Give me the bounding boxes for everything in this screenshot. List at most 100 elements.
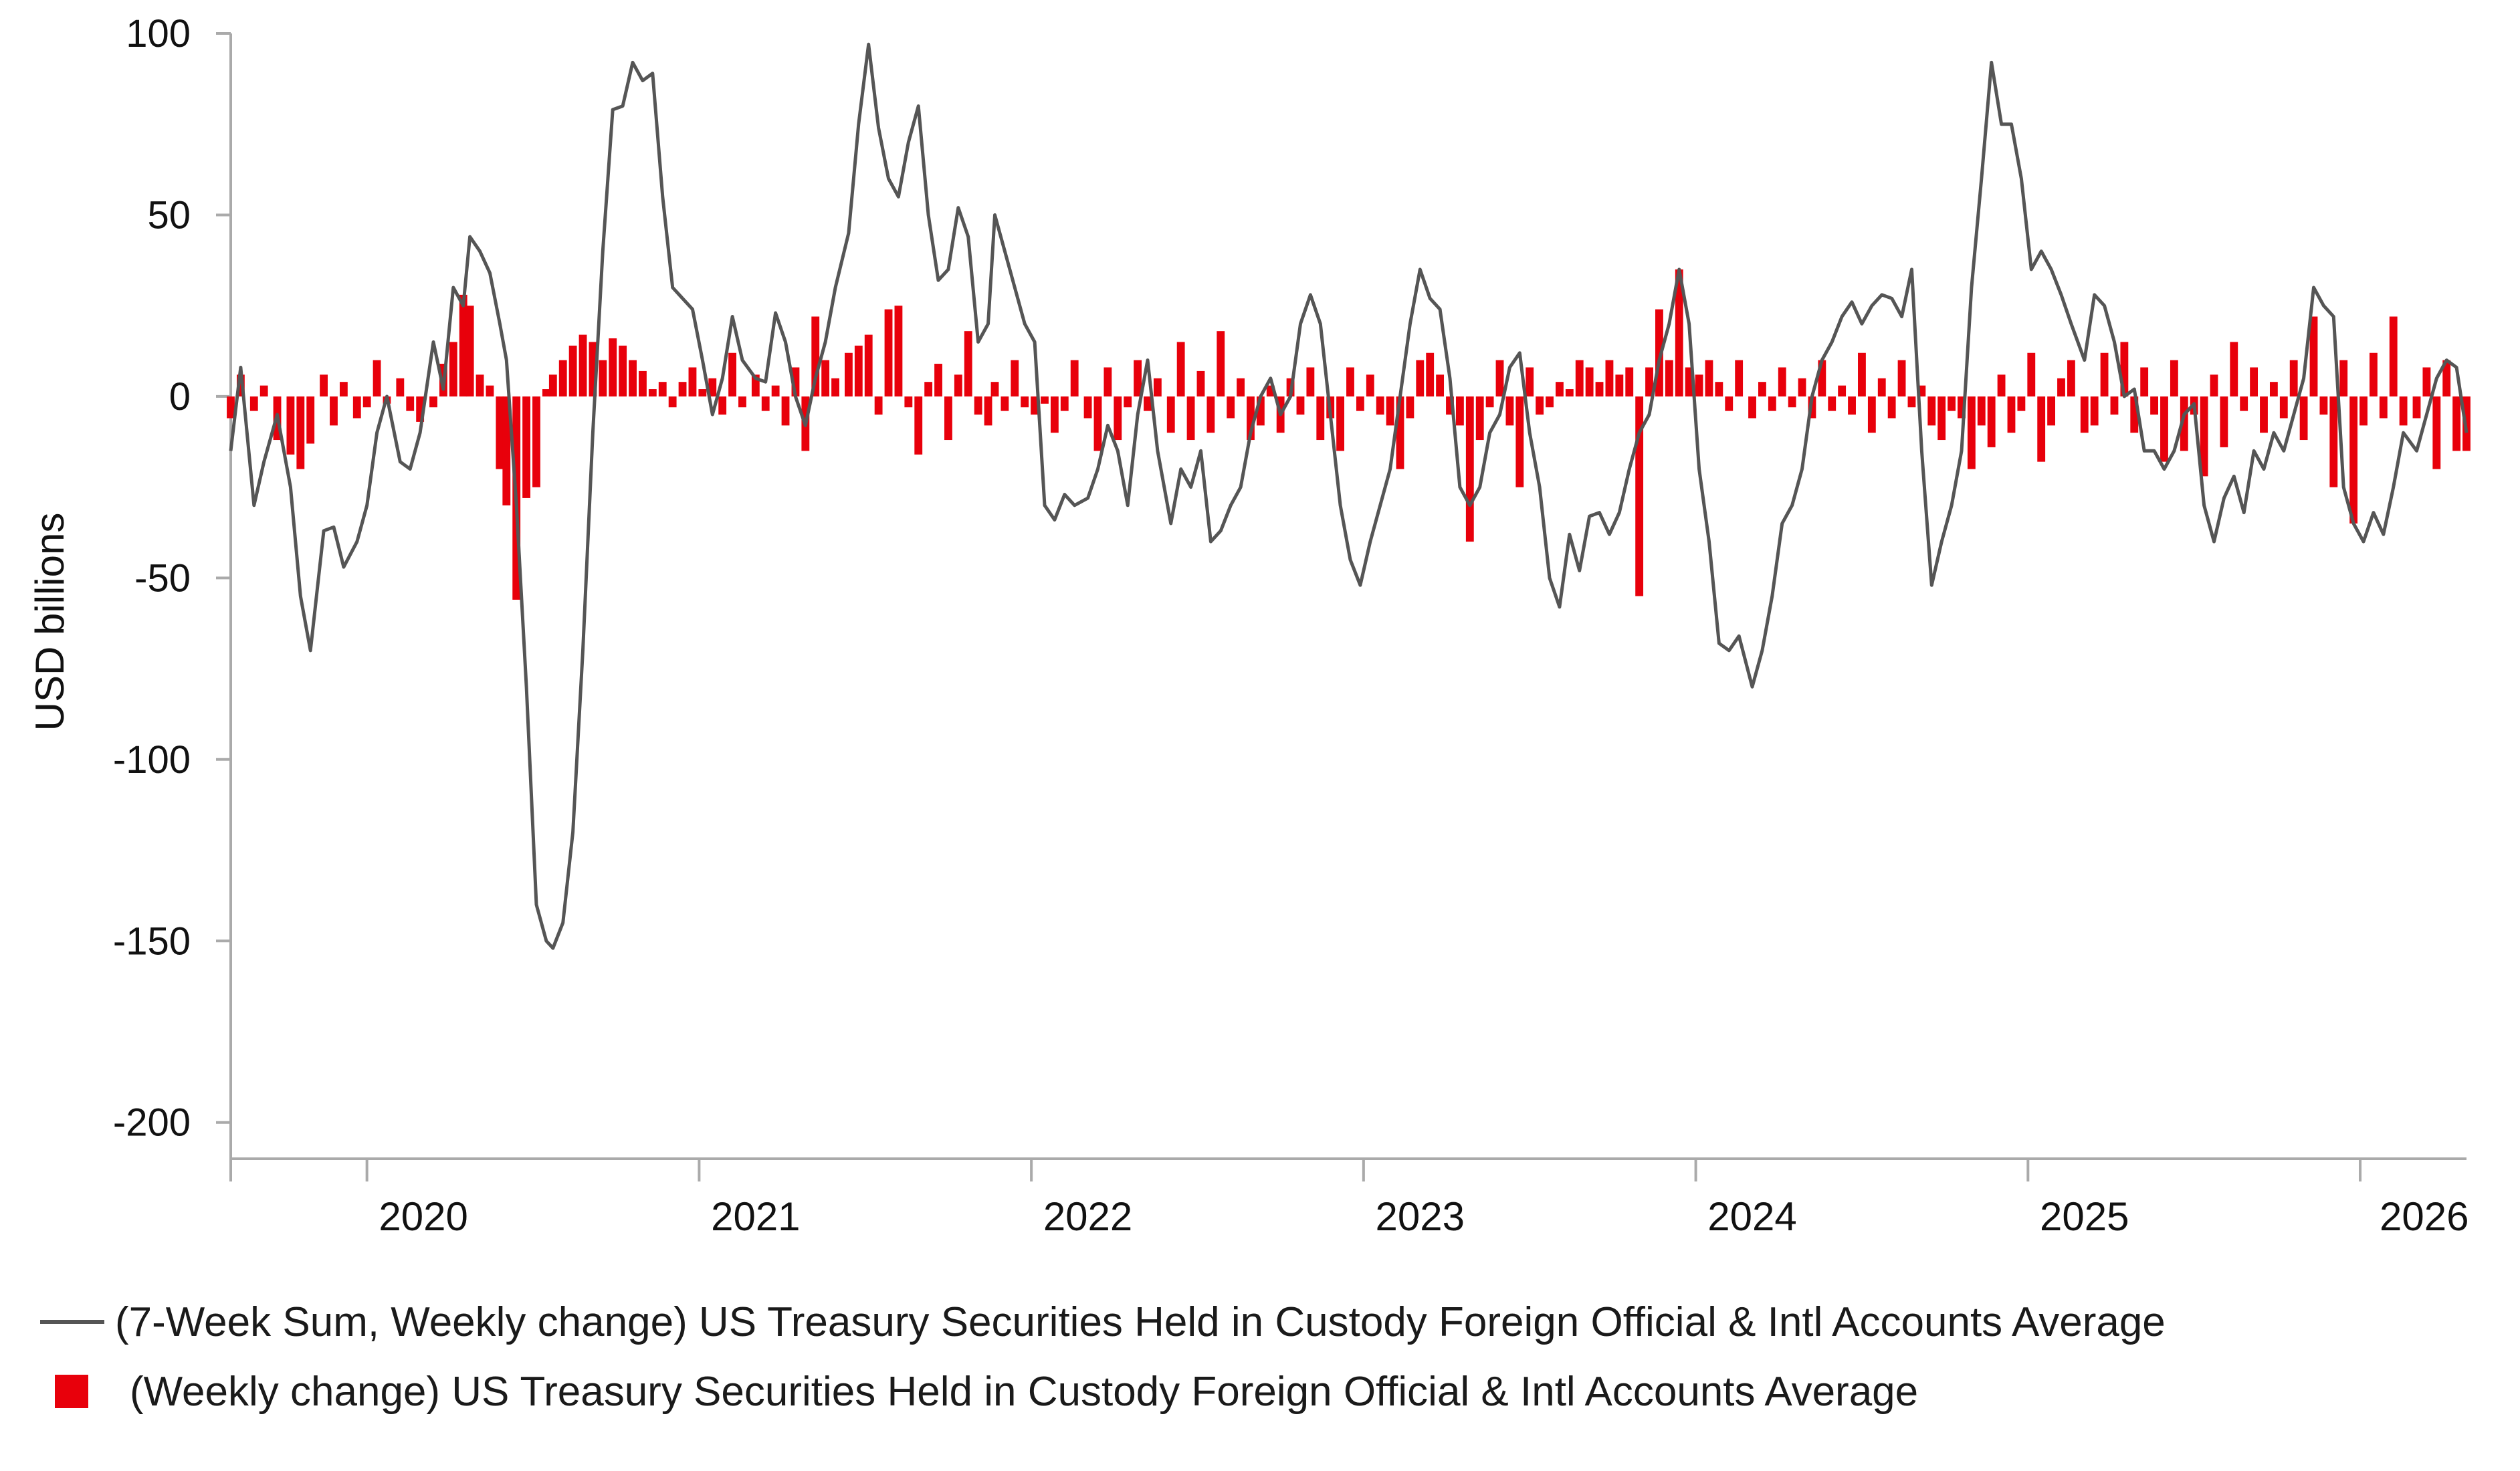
bar (589, 342, 597, 397)
bar (568, 345, 577, 397)
bar (1266, 385, 1275, 397)
bar (1196, 370, 1205, 397)
bar (1715, 382, 1723, 397)
y-axis-title: USD billions (27, 513, 72, 731)
bar (1595, 382, 1604, 397)
bar (2369, 352, 2378, 397)
bar (1758, 382, 1766, 397)
bar (708, 378, 717, 397)
bar (791, 367, 800, 397)
bar (2150, 396, 2158, 415)
bar (1465, 396, 1474, 542)
bar (894, 306, 903, 397)
bar (1937, 396, 1946, 441)
bar (1685, 367, 1693, 397)
bar (738, 396, 746, 408)
bar (1655, 309, 1663, 397)
y-axis: 100 50 0 -50 -100 -150 -200 (113, 12, 232, 1159)
bar (1515, 396, 1524, 487)
bar (1748, 396, 1756, 419)
bar (1396, 396, 1404, 469)
bar (1675, 269, 1683, 397)
bar (1828, 396, 1836, 411)
bar (1768, 396, 1776, 411)
bar (2160, 396, 2168, 462)
bar (1247, 396, 1255, 441)
y-tick-label: -50 (134, 556, 191, 600)
bar (1997, 374, 2006, 397)
y-tick-label: 50 (147, 193, 191, 237)
bar (1788, 396, 1796, 408)
bar (2389, 316, 2398, 397)
bar (1585, 367, 1594, 397)
legend-item-line[interactable]: (7-Week Sum, Weekly change) US Treasury … (40, 1287, 2166, 1357)
bar (1153, 378, 1162, 397)
legend-item-bar[interactable]: (Weekly change) US Treasury Securities H… (40, 1357, 2166, 1426)
bar (1217, 331, 1225, 397)
bar (1927, 396, 1936, 426)
bar (629, 360, 637, 397)
bar (1011, 360, 1019, 397)
bar (844, 352, 853, 397)
bar (1967, 396, 1976, 469)
bar (1021, 396, 1029, 408)
bar (2422, 367, 2431, 397)
bar (904, 396, 913, 408)
bar (2007, 396, 2016, 433)
bar (362, 396, 371, 408)
bar (1366, 374, 1374, 397)
bar (1665, 360, 1673, 397)
bar (2379, 396, 2388, 419)
bar (2220, 396, 2228, 447)
bar (1485, 396, 1494, 408)
bar (449, 342, 457, 397)
bar (1206, 396, 1215, 433)
bar (728, 352, 736, 397)
bar (1867, 396, 1876, 433)
bar (1917, 385, 1926, 397)
bar (954, 374, 962, 397)
bar (496, 396, 504, 469)
bar (821, 360, 830, 397)
bar (2027, 352, 2036, 397)
bar (1605, 360, 1614, 397)
bar (1041, 396, 1049, 404)
bar (811, 316, 820, 397)
bar (874, 396, 883, 415)
bar (2359, 396, 2368, 426)
bar (761, 396, 770, 411)
bar (1887, 396, 1896, 419)
bar (1060, 396, 1069, 411)
bar (296, 396, 305, 469)
bar (914, 396, 923, 455)
bar (339, 382, 348, 397)
bar (2017, 396, 2026, 411)
bar (2080, 396, 2089, 433)
bar (249, 396, 258, 411)
bar (259, 385, 268, 397)
bar (1306, 367, 1315, 397)
bar (599, 360, 607, 397)
bar (2037, 396, 2046, 462)
x-tick-label: 2022 (1043, 1194, 1132, 1239)
bar (619, 345, 627, 397)
bar (396, 378, 405, 397)
bar (1386, 396, 1394, 426)
bar (429, 396, 437, 408)
bar (1104, 367, 1112, 397)
bar (2289, 360, 2298, 397)
bar (831, 378, 839, 397)
bar (306, 396, 315, 444)
bar (1166, 396, 1175, 433)
bar (1725, 396, 1734, 411)
bar (2170, 360, 2178, 397)
bar (352, 396, 361, 419)
bar (2067, 360, 2075, 397)
y-tick-label: -150 (113, 919, 191, 963)
bar (688, 367, 697, 397)
bar (639, 370, 647, 397)
legend: (7-Week Sum, Weekly change) US Treasury … (40, 1287, 2166, 1426)
bar (476, 374, 484, 397)
bar (1575, 360, 1584, 397)
bar (416, 396, 425, 422)
